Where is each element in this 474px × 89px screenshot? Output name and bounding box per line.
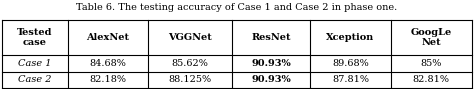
- Text: 82.18%: 82.18%: [90, 75, 127, 84]
- Text: Table 6. The testing accuracy of Case 1 and Case 2 in phase one.: Table 6. The testing accuracy of Case 1 …: [76, 3, 398, 12]
- Text: 84.68%: 84.68%: [90, 59, 127, 68]
- Text: Tested
case: Tested case: [17, 28, 53, 47]
- Text: 82.81%: 82.81%: [413, 75, 450, 84]
- Text: 85.62%: 85.62%: [172, 59, 209, 68]
- Text: 89.68%: 89.68%: [332, 59, 369, 68]
- Text: GoogLe
Net: GoogLe Net: [410, 28, 452, 47]
- Text: VGGNet: VGGNet: [168, 33, 212, 42]
- Text: Case 2: Case 2: [18, 75, 52, 84]
- Text: AlexNet: AlexNet: [86, 33, 129, 42]
- Text: ResNet: ResNet: [251, 33, 291, 42]
- Text: 90.93%: 90.93%: [251, 59, 291, 68]
- Text: 85%: 85%: [420, 59, 442, 68]
- Text: Xception: Xception: [326, 33, 374, 42]
- Text: 88.125%: 88.125%: [169, 75, 211, 84]
- Text: 87.81%: 87.81%: [332, 75, 369, 84]
- Text: Case 1: Case 1: [18, 59, 52, 68]
- Text: 90.93%: 90.93%: [251, 75, 291, 84]
